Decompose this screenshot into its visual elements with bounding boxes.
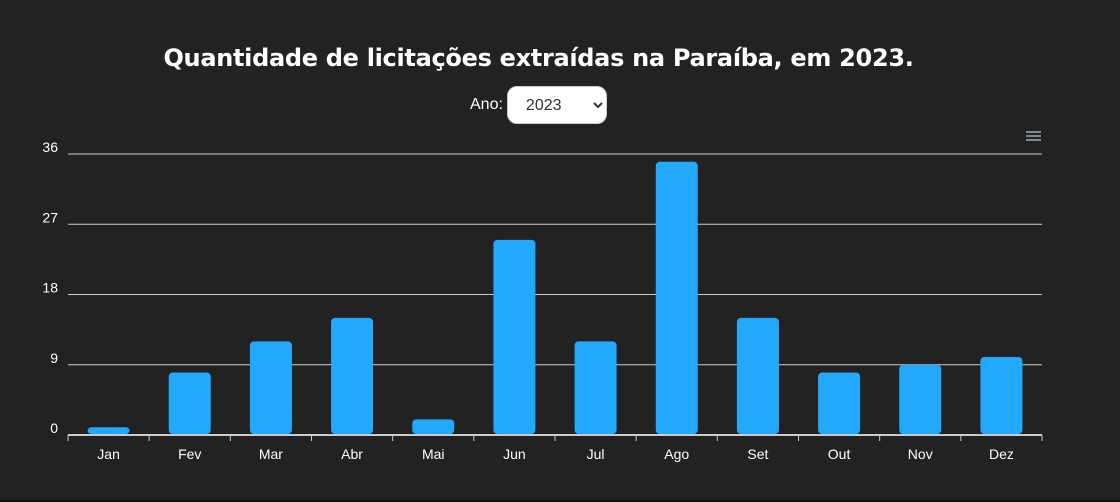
- bar: [87, 427, 130, 434]
- bar: [818, 372, 861, 434]
- year-filter-label: Ano:: [470, 96, 503, 113]
- x-tick-label: Abr: [341, 446, 363, 462]
- hamburger-menu-icon[interactable]: [1026, 131, 1042, 145]
- x-tick-label: Nov: [908, 446, 933, 462]
- y-tick-label: 18: [42, 280, 58, 296]
- y-tick-label: 9: [50, 350, 58, 366]
- menu-icon-line: [1026, 135, 1041, 137]
- bar: [899, 364, 942, 434]
- x-tick-label: Fev: [178, 446, 201, 462]
- x-tick-label: Jun: [503, 446, 526, 462]
- x-tick-label: Dez: [989, 446, 1014, 462]
- year-select[interactable]: 2023: [506, 86, 607, 124]
- year-filter: Ano: 2023: [470, 86, 607, 124]
- bar: [493, 239, 536, 434]
- bar: [736, 317, 779, 434]
- y-tick-label: 0: [50, 420, 58, 436]
- menu-icon-line: [1026, 139, 1041, 141]
- bar: [412, 419, 455, 434]
- bar: [249, 341, 292, 434]
- bar: [980, 356, 1023, 434]
- x-tick-label: Jan: [97, 446, 120, 462]
- x-tick-label: Out: [828, 446, 851, 462]
- bar: [655, 161, 698, 435]
- x-tick-label: Mar: [259, 446, 283, 462]
- y-tick-label: 27: [42, 209, 58, 225]
- x-tick-label: Set: [747, 446, 768, 462]
- bar: [331, 317, 374, 434]
- bar: [574, 341, 617, 434]
- y-tick-label: 36: [42, 139, 58, 155]
- x-tick-label: Jul: [587, 446, 605, 462]
- menu-icon-line: [1026, 131, 1041, 133]
- x-tick-label: Ago: [664, 446, 689, 462]
- chart-title: Quantidade de licitações extraídas na Pa…: [163, 44, 914, 72]
- x-tick-label: Mai: [422, 446, 445, 462]
- bar: [168, 372, 211, 434]
